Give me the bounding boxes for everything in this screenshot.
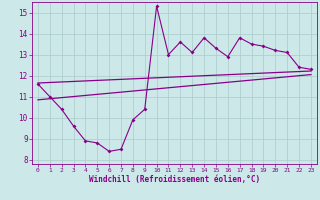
X-axis label: Windchill (Refroidissement éolien,°C): Windchill (Refroidissement éolien,°C) — [89, 175, 260, 184]
